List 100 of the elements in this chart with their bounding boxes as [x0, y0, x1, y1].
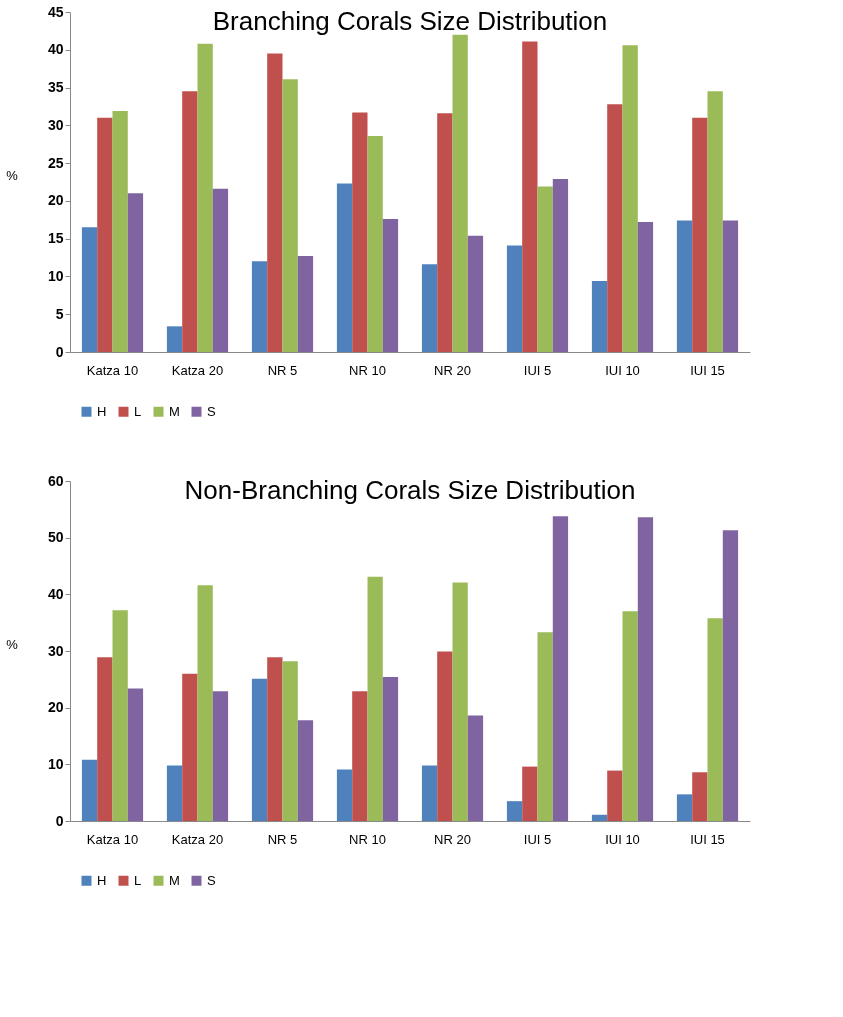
- legend-label: H: [97, 403, 107, 419]
- x-tick-label: Katza 10: [86, 831, 139, 847]
- y-tick-label: 0: [55, 812, 64, 829]
- bar: [197, 585, 213, 821]
- y-tick-label: 20: [47, 699, 64, 716]
- bar: [676, 794, 693, 821]
- bar: [467, 715, 484, 821]
- chart-title: Branching Corals Size Distribution: [212, 6, 608, 36]
- y-tick-label: 40: [47, 585, 64, 602]
- bar: [552, 178, 569, 352]
- legend-label: M: [169, 872, 180, 888]
- y-tick-label: 25: [47, 154, 64, 171]
- y-tick-label: 60: [47, 472, 64, 489]
- bar: [81, 227, 98, 352]
- bar: [637, 222, 654, 352]
- legend-label: H: [97, 872, 107, 888]
- bar: [212, 188, 229, 352]
- bar: [722, 530, 739, 821]
- bar: [522, 766, 538, 821]
- y-tick-label: 45: [47, 3, 64, 20]
- y-tick-label: 30: [47, 642, 64, 659]
- y-tick-label: 10: [47, 755, 64, 772]
- legend-label: M: [169, 403, 180, 419]
- bar: [251, 678, 268, 821]
- bar: [437, 113, 453, 352]
- bar: [367, 576, 383, 821]
- bar: [352, 112, 368, 352]
- x-tick-label: NR 10: [349, 362, 386, 378]
- x-tick-label: NR 20: [434, 831, 471, 847]
- bar: [97, 117, 113, 352]
- x-tick-label: NR 5: [267, 831, 298, 847]
- x-tick-label: NR 10: [349, 831, 386, 847]
- bar: [297, 720, 314, 821]
- y-tick-label: 40: [47, 41, 64, 58]
- x-tick-label: IUI 15: [690, 362, 725, 378]
- bar: [707, 91, 723, 352]
- x-tick-label: IUI 5: [523, 362, 552, 378]
- legend-label: S: [207, 872, 216, 888]
- bar: [692, 772, 708, 821]
- bar: [452, 34, 468, 352]
- bar: [267, 53, 283, 352]
- y-axis-title: %: [6, 636, 19, 652]
- y-axis-title: %: [6, 167, 19, 183]
- legend-label: L: [134, 403, 142, 419]
- x-tick-label: IUI 15: [690, 831, 725, 847]
- y-tick-label: 30: [47, 116, 64, 133]
- bar: [81, 759, 98, 821]
- y-tick-label: 0: [55, 343, 64, 360]
- bar: [676, 220, 693, 352]
- bar: [707, 618, 723, 821]
- bar: [382, 219, 399, 352]
- bar: [382, 677, 399, 821]
- bar: [722, 220, 739, 352]
- legend-label: S: [207, 403, 216, 419]
- bar: [452, 582, 468, 821]
- y-tick-label: 50: [47, 529, 64, 546]
- bar: [127, 688, 144, 821]
- bar: [267, 657, 283, 821]
- legend-label: L: [134, 872, 142, 888]
- bar: [282, 79, 298, 352]
- bar: [336, 769, 353, 821]
- bar: [166, 765, 183, 821]
- x-tick-label: NR 5: [267, 362, 298, 378]
- bar: [421, 765, 438, 821]
- bar: [367, 135, 383, 352]
- bar: [506, 801, 523, 821]
- y-tick-label: 15: [47, 230, 64, 247]
- x-tick-label: Katza 10: [86, 362, 139, 378]
- bar: [297, 256, 314, 352]
- bar: [467, 235, 484, 352]
- bar: [607, 104, 623, 352]
- bar: [282, 661, 298, 821]
- bar: [127, 193, 144, 352]
- bar: [112, 110, 128, 352]
- y-tick-label: 5: [55, 305, 64, 322]
- bar: [197, 43, 213, 352]
- bar: [537, 632, 553, 821]
- bar: [182, 673, 198, 821]
- x-tick-label: IUI 10: [605, 831, 640, 847]
- x-tick-label: IUI 10: [605, 362, 640, 378]
- bar: [537, 186, 553, 352]
- bar: [182, 91, 198, 352]
- bar: [212, 691, 229, 821]
- x-tick-label: IUI 5: [523, 831, 552, 847]
- y-tick-label: 20: [47, 192, 64, 209]
- bar: [591, 280, 608, 352]
- bar: [591, 814, 608, 821]
- bar: [506, 245, 523, 352]
- x-tick-label: Katza 20: [171, 831, 224, 847]
- bar: [352, 691, 368, 821]
- y-tick-label: 35: [47, 79, 64, 96]
- x-tick-label: NR 20: [434, 362, 471, 378]
- x-tick-label: Katza 20: [171, 362, 224, 378]
- bar: [112, 610, 128, 821]
- bar: [607, 770, 623, 821]
- bar: [622, 611, 638, 821]
- bar: [336, 183, 353, 352]
- bar: [166, 326, 183, 352]
- bar: [97, 657, 113, 821]
- bar: [622, 45, 638, 352]
